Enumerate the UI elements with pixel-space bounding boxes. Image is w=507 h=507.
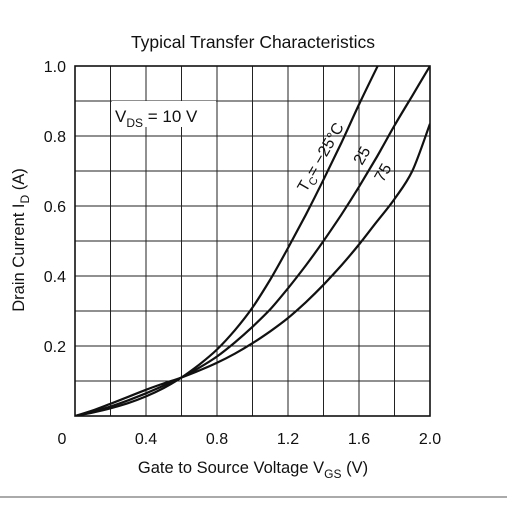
y-axis-label-unit: (A): [10, 168, 28, 195]
grid: [75, 66, 430, 416]
series-line-25: [75, 66, 430, 416]
x-axis-label-unit: (V): [341, 459, 368, 477]
tick-labels: 0 0.4 0.8 1.2 1.6 2.0 0.2 0.4 0.6 0.8 1.0: [44, 59, 441, 448]
y-tick-label: 0.8: [44, 129, 66, 146]
condition-annotation-rest: = 10 V: [143, 107, 198, 126]
series-line-minus25: [75, 66, 379, 416]
series-labels: TC= −25°C 25 75: [295, 120, 396, 196]
y-tick-label: 0.2: [44, 339, 66, 356]
condition-annotation: VDS = 10 V: [112, 101, 216, 130]
curves: [75, 66, 430, 416]
x-tick-label: 1.2: [277, 431, 299, 448]
series-label-minus25: TC= −25°C: [295, 120, 351, 196]
condition-annotation-text: VDS = 10 V: [115, 107, 198, 130]
x-tick-label: 0.8: [206, 431, 228, 448]
x-tick-label: 2.0: [419, 431, 441, 448]
x-axis-label-main: Gate to Source Voltage V: [138, 459, 324, 477]
x-axis-label-sub: GS: [324, 467, 341, 481]
y-tick-label: 0.4: [44, 269, 66, 286]
y-axis-label-sub: D: [18, 195, 32, 204]
y-tick-label: 1.0: [44, 59, 66, 76]
condition-annotation-main: V: [115, 107, 127, 126]
series-label-25: 25: [351, 144, 375, 168]
y-axis-label: Drain Current ID (A): [10, 168, 32, 311]
y-tick-label: 0.6: [44, 199, 66, 216]
condition-annotation-background: [112, 101, 216, 127]
condition-annotation-sub: DS: [126, 116, 143, 130]
y-axis-label-main: Drain Current I: [10, 204, 28, 312]
x-tick-label: 1.6: [348, 431, 370, 448]
series-line-75: [75, 123, 430, 416]
series-label-75: 75: [372, 161, 396, 185]
x-tick-label: 0: [58, 431, 67, 448]
chart-title: Typical Transfer Characteristics: [131, 32, 375, 52]
x-axis-label: Gate to Source Voltage VGS (V): [138, 459, 368, 481]
x-tick-label: 0.4: [135, 431, 157, 448]
plot-frame: [74, 65, 431, 417]
